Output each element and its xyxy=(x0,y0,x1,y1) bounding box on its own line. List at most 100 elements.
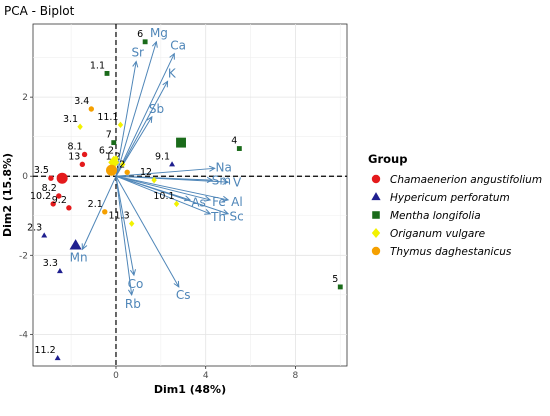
data-point xyxy=(56,193,62,199)
arrow-head xyxy=(129,269,137,277)
arrow-shaft xyxy=(115,175,229,183)
data-point xyxy=(104,70,110,76)
x-tick-label: 0 xyxy=(113,371,119,381)
variable-arrow-cs: Cs xyxy=(115,175,191,302)
observation-4: 4 xyxy=(231,136,242,151)
arrow-head xyxy=(206,176,214,184)
group-centroid xyxy=(106,164,117,176)
point-label: 12 xyxy=(140,167,152,178)
arrow-shaft xyxy=(115,167,215,177)
point-label: 6 xyxy=(137,29,143,40)
variable-label: V xyxy=(233,176,242,190)
data-point xyxy=(113,155,119,162)
variable-arrow-al: Al xyxy=(115,175,243,209)
point-label: 2.2 xyxy=(110,159,125,170)
point-label: 3.1 xyxy=(63,114,78,125)
variable-label: Sb xyxy=(149,102,164,116)
variable-label: Co xyxy=(128,277,144,291)
observation-1.1: 1.1 xyxy=(90,60,110,76)
arrow-head xyxy=(208,165,216,172)
legend-items: Chamaenerion angustifolium Hypericum perf… xyxy=(371,174,542,258)
arrow-head xyxy=(204,209,212,215)
arrow-shaft xyxy=(115,175,229,201)
observation-11.1: 11.1 xyxy=(97,112,124,129)
group-centroid xyxy=(69,239,82,250)
data-point xyxy=(169,161,176,167)
variable-arrow-ca: Ca xyxy=(115,39,186,177)
point-label: 11.1 xyxy=(97,112,118,123)
axis-ticks: 0 4 8 -4 -2 0 2 xyxy=(19,93,299,381)
data-point xyxy=(79,161,86,168)
observation-2.1: 2.1 xyxy=(88,199,108,215)
arrow-shaft xyxy=(115,53,175,177)
point-label: 2.1 xyxy=(88,199,103,210)
arrow-head xyxy=(173,280,180,288)
variable-label: Cs xyxy=(176,288,191,302)
variable-arrow-sr: Sr xyxy=(115,46,144,177)
point-label: 13 xyxy=(68,151,80,162)
y-tick-label: 0 xyxy=(22,172,28,182)
data-point xyxy=(128,220,135,227)
observation-10.2: 10.2 xyxy=(30,191,56,207)
legend-label: Hypericum perforatum xyxy=(390,192,510,204)
data-point xyxy=(41,232,48,238)
observation-3.1: 3.1 xyxy=(63,114,83,131)
variable-label: Sc xyxy=(230,210,244,224)
arrow-head xyxy=(222,178,230,185)
point-label: 11.3 xyxy=(109,211,130,222)
observation-13: 13 xyxy=(68,151,86,168)
arrow-head xyxy=(169,52,175,60)
data-point xyxy=(54,354,61,361)
y-axis-title: Dim2 (15.8%) xyxy=(1,153,14,237)
variable-arrow-mg: Mg xyxy=(115,26,168,177)
data-point xyxy=(102,209,108,215)
arrow-shaft xyxy=(115,176,135,276)
observation-11.3: 11.3 xyxy=(109,211,135,227)
point-label: 3.5 xyxy=(34,165,49,176)
data-point xyxy=(117,121,124,129)
legend-marker xyxy=(371,246,381,256)
legend-label: Thymus daghestanicus xyxy=(390,246,512,258)
arrow-head xyxy=(222,195,230,202)
arrow-head xyxy=(81,243,88,251)
legend: Group Chamaenerion angustifolium Hypericu… xyxy=(368,152,542,258)
observation-7: 7 xyxy=(106,130,117,146)
observation-3.5: 3.5 xyxy=(34,165,54,181)
point-label: 8.2 xyxy=(42,183,57,194)
point-label: 3.3 xyxy=(43,258,58,269)
x-axis-title: Dim1 (48%) xyxy=(154,383,226,396)
observation-8.1: 8.1 xyxy=(67,141,88,158)
observation-11.2: 11.2 xyxy=(35,345,61,361)
grid xyxy=(33,24,347,366)
variable-label: Sm xyxy=(212,174,231,188)
chart-title: PCA - Biplot xyxy=(4,4,75,18)
observation-2.3: 2.3 xyxy=(27,223,48,238)
point-label: 2.3 xyxy=(27,223,42,234)
data-point xyxy=(151,176,157,184)
variable-arrow-th: Th xyxy=(115,175,226,224)
y-tick-label: -4 xyxy=(19,330,28,340)
variable-arrow-na: Na xyxy=(115,161,232,177)
point-label: 11.2 xyxy=(35,345,56,356)
data-point xyxy=(120,161,126,168)
arrow-head xyxy=(132,60,139,68)
arrow-shaft xyxy=(115,175,180,288)
variable-arrow-v: V xyxy=(115,175,242,190)
arrow-shaft xyxy=(115,175,211,215)
arrow-shaft xyxy=(115,81,169,177)
arrow-shaft xyxy=(115,41,157,177)
point-label: 9.2 xyxy=(52,195,67,206)
data-point xyxy=(66,205,72,211)
arrow-head xyxy=(162,80,169,88)
variable-arrow-mn: Mn xyxy=(70,176,117,265)
legend-item: Hypericum perforatum xyxy=(371,192,510,204)
observation-3.4: 3.4 xyxy=(74,96,95,112)
x-tick-label: 8 xyxy=(293,371,299,381)
variable-label: Mg xyxy=(150,26,168,40)
variable-arrow-sc: Sc xyxy=(115,175,244,224)
point-label: 4 xyxy=(231,136,237,147)
legend-label: Mentha longifolia xyxy=(390,210,481,222)
data-point xyxy=(50,201,56,207)
